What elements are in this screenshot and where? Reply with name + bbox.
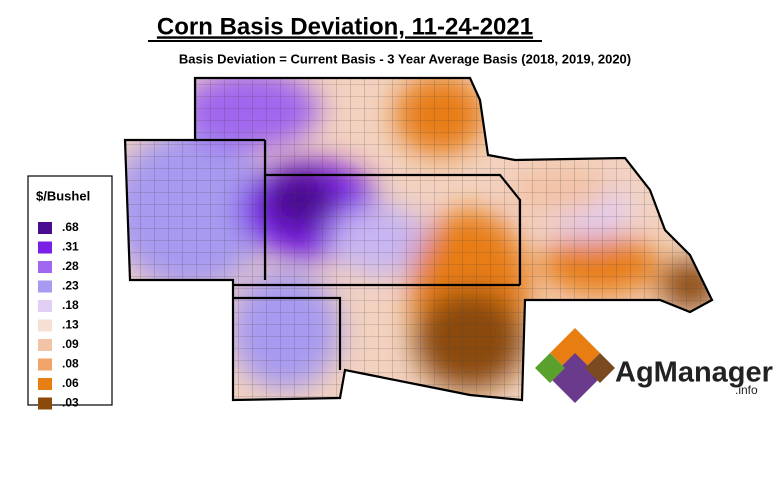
logo-name: AgManager [615, 357, 773, 389]
legend-label: .13 [62, 318, 79, 332]
legend-title: $/Bushel [36, 188, 90, 203]
legend-swatch [38, 300, 52, 312]
logo-suffix: .info [735, 383, 758, 397]
legend-label: .23 [62, 279, 79, 293]
legend-swatch [38, 241, 52, 254]
legend-swatch [38, 397, 52, 410]
legend-swatch [38, 319, 52, 332]
state-borders [123, 76, 714, 402]
logo: AgManager .info [535, 328, 773, 403]
legend-label: .68 [62, 220, 79, 234]
legend-label: .08 [62, 357, 79, 371]
legend-swatch [38, 378, 52, 390]
subtitle: Basis Deviation = Current Basis - 3 Year… [179, 51, 631, 66]
legend-swatch [38, 222, 52, 234]
legend-label: .18 [62, 298, 79, 312]
legend-label: .09 [62, 337, 79, 351]
legend-label: .28 [62, 259, 79, 273]
legend-label: .03 [62, 396, 79, 410]
legend-items: .68 .31 .28 .23 .18 .13 .09 .08 .06 .03 [38, 220, 79, 410]
title: Corn Basis Deviation, 11-24-2021 [157, 13, 533, 40]
legend-label: .06 [62, 376, 79, 390]
legend-swatch [38, 358, 52, 371]
legend-swatch [38, 280, 52, 293]
legend-label: .31 [62, 240, 79, 254]
legend-swatch [38, 261, 52, 273]
legend-swatch [38, 339, 52, 351]
